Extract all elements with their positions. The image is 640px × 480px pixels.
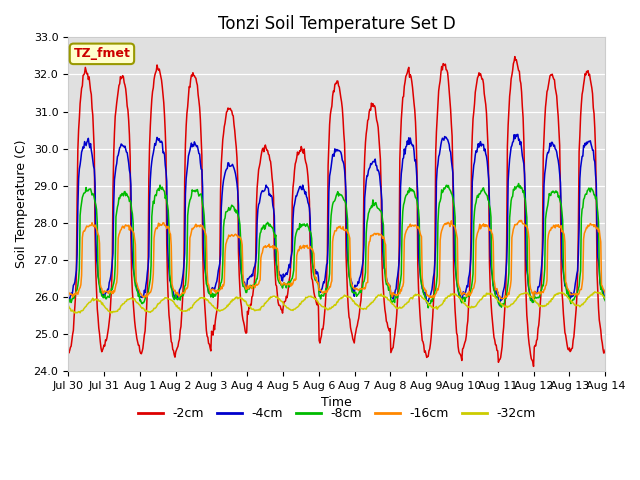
-8cm [424,305,432,311]
-4cm [514,132,522,137]
-16cm [402,229,410,235]
-2cm [602,347,609,353]
Y-axis label: Soil Temperature (C): Soil Temperature (C) [15,140,28,268]
-8cm [515,180,522,186]
-32cm [213,307,221,313]
-8cm [402,193,410,199]
-2cm [184,104,191,109]
-4cm [402,144,410,150]
-16cm [129,229,137,235]
-2cm [129,299,137,305]
-16cm [418,234,426,240]
-16cm [497,296,505,301]
-2cm [212,312,220,318]
-16cm [602,290,609,296]
-32cm [419,295,426,300]
-32cm [184,306,192,312]
-2cm [418,329,426,335]
-8cm [129,220,137,226]
-2cm [511,54,518,60]
-2cm [64,347,72,352]
Line: -2cm: -2cm [68,57,605,366]
-16cm [64,288,72,294]
-32cm [130,296,138,302]
-2cm [530,363,538,369]
Line: -32cm: -32cm [68,292,605,313]
-4cm [184,162,191,168]
-8cm [64,300,72,306]
-32cm [591,289,598,295]
-4cm [418,279,426,285]
-32cm [107,310,115,316]
Line: -16cm: -16cm [68,220,605,299]
-4cm [64,297,72,303]
Legend: -2cm, -4cm, -8cm, -16cm, -32cm: -2cm, -4cm, -8cm, -16cm, -32cm [132,402,541,425]
-4cm [602,295,609,301]
-4cm [212,280,220,286]
-8cm [602,298,609,304]
-4cm [74,204,82,210]
-4cm [129,264,137,270]
Line: -4cm: -4cm [68,134,605,306]
-8cm [184,213,191,218]
-16cm [517,217,525,223]
-8cm [418,282,426,288]
-2cm [402,73,410,79]
-16cm [74,291,82,297]
-4cm [496,303,504,309]
-32cm [403,301,410,307]
X-axis label: Time: Time [321,396,352,409]
-8cm [74,282,82,288]
-16cm [212,290,220,296]
-2cm [74,146,82,152]
-32cm [74,309,82,315]
-8cm [212,291,220,297]
Line: -8cm: -8cm [68,183,605,308]
-32cm [602,295,609,301]
-16cm [184,284,191,290]
Title: Tonzi Soil Temperature Set D: Tonzi Soil Temperature Set D [218,15,456,33]
Text: TZ_fmet: TZ_fmet [74,48,131,60]
-32cm [64,302,72,308]
